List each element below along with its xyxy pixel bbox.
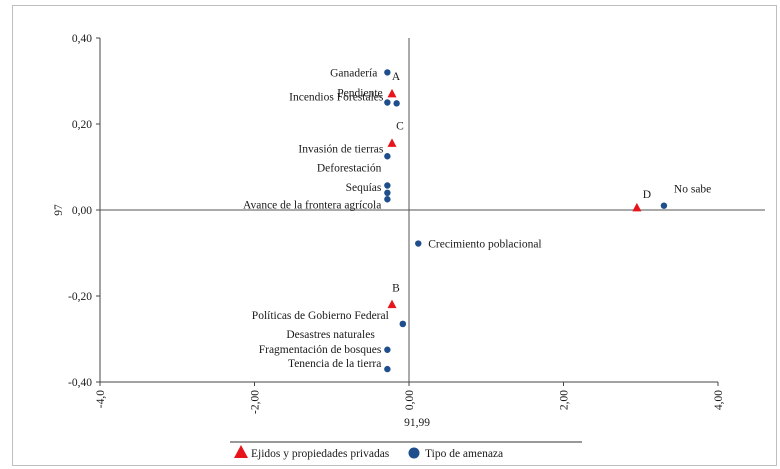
point-label: Incendios Forestales [289, 92, 384, 104]
circle-marker [384, 182, 391, 189]
y-tick-label: -0,20 [68, 291, 92, 303]
legend-label: Tipo de amenaza [425, 448, 503, 460]
point-label: Sequías [346, 182, 382, 194]
circle-marker [415, 240, 422, 247]
x-tick-label: -2,00 [250, 390, 262, 414]
circle-marker [399, 320, 407, 328]
x-axis-title: 91,99 [404, 417, 430, 429]
y-axis-title: 97 [53, 204, 65, 216]
y-tick-labels: 0,40 0,20 0,00 -0,20 -0,40 [68, 33, 100, 389]
point-label: Deforestación [317, 162, 382, 174]
circle-marker [384, 153, 391, 160]
legend-circle-icon [408, 447, 420, 459]
point-label: Pendiente [337, 87, 382, 99]
legend-triangle-icon [234, 445, 248, 458]
point-label: B [392, 283, 400, 295]
point-label: Políticas de Gobierno Federal [252, 310, 389, 322]
x-tick-label: 2,00 [559, 390, 571, 410]
point-label: Ganadería [330, 67, 377, 79]
x-tick-labels: -4,0 -2,00 0,00 2,00 4,00 [95, 382, 725, 414]
x-tick-label: 4,00 [713, 390, 725, 410]
circle-marker [393, 100, 400, 107]
axes [99, 38, 765, 383]
legend-label: Ejidos y propiedades privadas [251, 448, 390, 460]
circle-marker [384, 189, 391, 196]
triangle-marker-B [387, 299, 397, 309]
point-label: A [392, 71, 401, 83]
y-tick-label: 0,00 [72, 205, 92, 217]
point-label: D [643, 189, 651, 201]
data-points [384, 69, 668, 373]
circle-marker [384, 346, 391, 353]
chart-frame [12, 5, 777, 466]
x-tick-label: 0,00 [404, 390, 416, 410]
point-label: C [396, 120, 404, 132]
circle-marker [384, 99, 391, 106]
y-tick-label: -0,40 [68, 377, 92, 389]
point-label: Crecimiento poblacional [428, 239, 541, 251]
triangle-marker-D [632, 202, 642, 212]
legend: Ejidos y propiedades privadas Tipo de ame… [230, 441, 582, 460]
triangle-marker-C [387, 138, 397, 147]
point-labels: A C D B Ganadería Incendios ForestalesPendien… [243, 67, 711, 370]
circle-marker [660, 202, 668, 209]
point-label: Invasión de tierras [298, 143, 383, 155]
point-label: Tenencia de la tierra [288, 358, 381, 370]
point-label: No sabe [674, 184, 711, 196]
point-label: Avance de la frontera agrícola [243, 199, 381, 211]
circle-marker [384, 365, 391, 373]
y-tick-label: 0,20 [72, 119, 92, 131]
y-tick-label: 0,40 [72, 33, 92, 45]
circle-marker [384, 69, 391, 76]
point-label: Desastres naturales [286, 329, 375, 341]
point-label: Fragmentación de bosques [259, 344, 382, 356]
triangle-marker-A [387, 88, 397, 98]
circle-marker [384, 196, 391, 203]
x-tick-label: -4,0 [95, 390, 107, 408]
